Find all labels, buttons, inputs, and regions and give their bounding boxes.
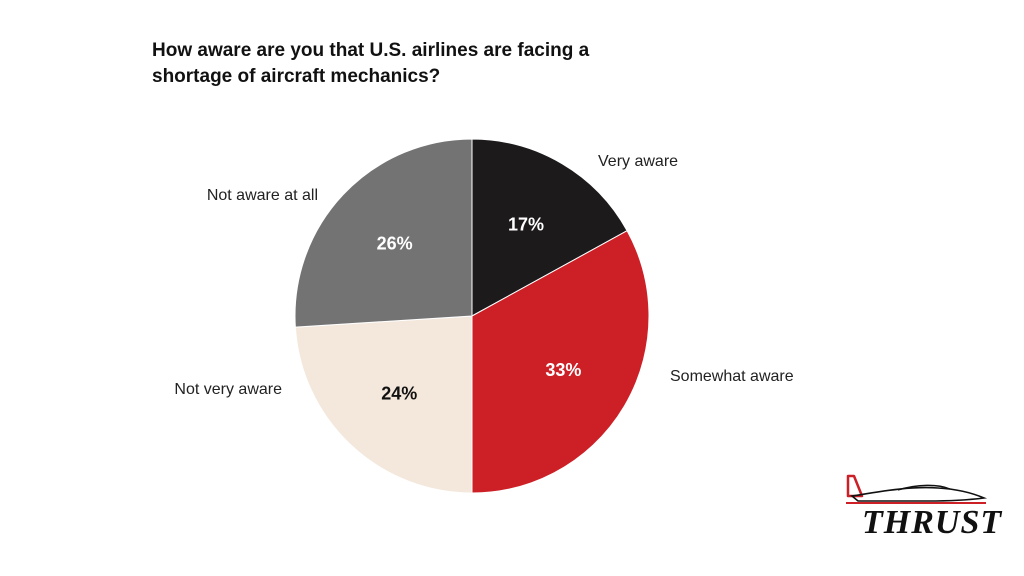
pie-category-label: Not aware at all	[207, 187, 318, 204]
pie-slice-very-aware	[471, 138, 628, 317]
pie-slices	[294, 138, 650, 494]
pie-value-label: 26%	[377, 233, 413, 253]
pie-category-labels: Very aware Somewhat aware Not very aware No…	[174, 153, 793, 398]
pie-slice-not-aware-at-all	[294, 138, 473, 328]
pie-category-label: Not very aware	[174, 381, 282, 398]
pie-slice-not-very-aware	[294, 315, 473, 494]
pie-category-label: Somewhat aware	[670, 368, 794, 385]
pie-value-label: 33%	[545, 360, 581, 380]
pie-category-label: Very aware	[598, 153, 678, 170]
chart-title: How aware are you that U.S. airlines are…	[152, 40, 590, 87]
pie-value-label: 17%	[508, 215, 544, 235]
pie-slice-somewhat-aware	[471, 230, 650, 494]
pie-value-label: 24%	[381, 383, 417, 403]
airplane-icon	[846, 474, 988, 504]
logo-text: THRUST	[862, 504, 1003, 541]
thrust-logo: THRUST	[838, 470, 1001, 550]
pie-value-labels: 17% 33% 24% 26%	[377, 215, 582, 404]
